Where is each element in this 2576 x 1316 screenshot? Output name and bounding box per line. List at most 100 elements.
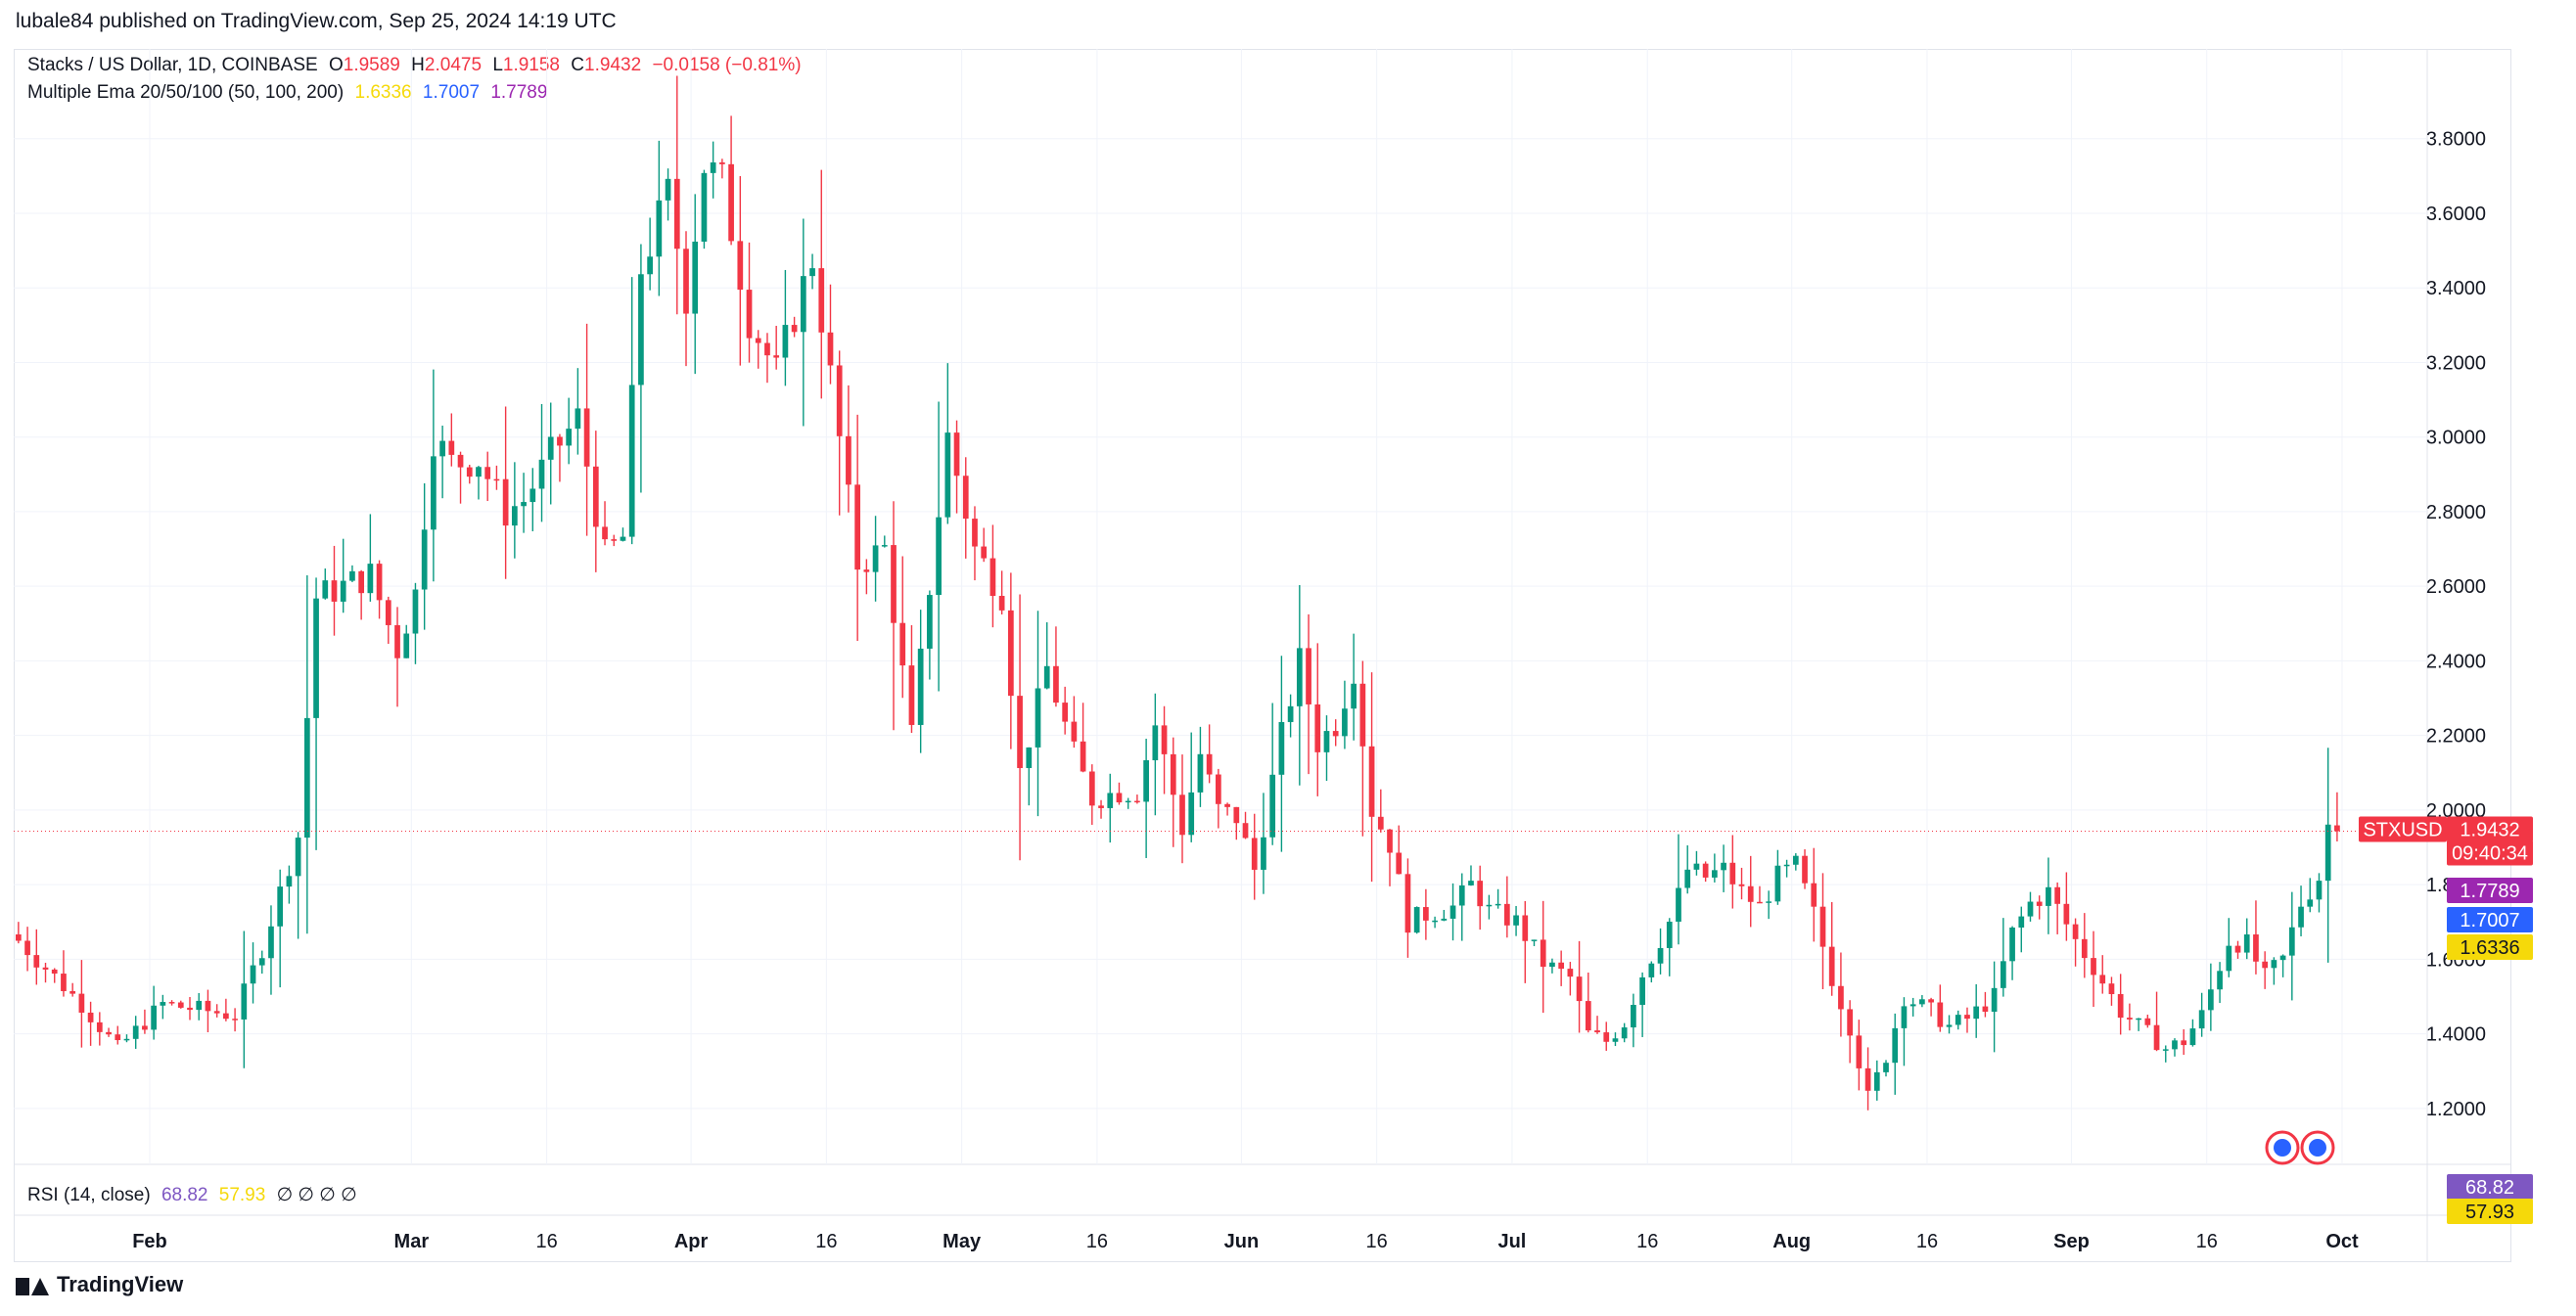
price-tick-label: 3.4000 bbox=[2426, 278, 2486, 299]
candle-body bbox=[1134, 800, 1140, 803]
candle-body bbox=[566, 429, 573, 446]
candle-body bbox=[1423, 907, 1429, 921]
candle-body bbox=[2208, 989, 2214, 1011]
candle-body bbox=[1170, 753, 1176, 795]
candle-body bbox=[1712, 870, 1718, 878]
candle-body bbox=[1287, 705, 1294, 722]
candle-body bbox=[2324, 824, 2331, 882]
candle-body bbox=[1224, 803, 1230, 807]
candle-body bbox=[1766, 901, 1772, 903]
price-tick-label: 1.4000 bbox=[2426, 1024, 2486, 1046]
time-tick-label: 16 bbox=[1636, 1231, 1658, 1252]
candle-body bbox=[1513, 915, 1519, 926]
candle-body bbox=[2000, 961, 2006, 988]
candle-body bbox=[250, 965, 256, 984]
countdown-tag-bg bbox=[2447, 840, 2533, 866]
candle-body bbox=[132, 1025, 139, 1039]
candle-body bbox=[2063, 903, 2070, 925]
candle-body bbox=[42, 967, 49, 970]
candle-body bbox=[1657, 947, 1664, 964]
candle-body bbox=[2054, 886, 2061, 904]
symbol-name: Stacks / US Dollar, 1D, COINBASE bbox=[27, 55, 318, 75]
candle-body bbox=[1495, 903, 1501, 906]
candle-body bbox=[69, 990, 76, 994]
candle-body bbox=[2172, 1040, 2178, 1050]
candle-body bbox=[258, 958, 265, 966]
candle-body bbox=[1206, 753, 1213, 775]
candle-body bbox=[1864, 1067, 1871, 1091]
candle-body bbox=[1522, 915, 1529, 941]
candle-body bbox=[286, 876, 293, 887]
candle-body bbox=[827, 332, 834, 366]
candle-body bbox=[1856, 1035, 1863, 1068]
candle-body bbox=[1396, 852, 1403, 875]
time-tick-label: Aug bbox=[1772, 1231, 1811, 1252]
candle-body bbox=[1043, 665, 1050, 689]
time-tick-label: Mar bbox=[394, 1231, 430, 1252]
change-value: −0.0158 (−0.81%) bbox=[652, 55, 802, 75]
candle-body bbox=[1486, 904, 1493, 907]
tradingview-logo[interactable]: TradingView bbox=[16, 1272, 183, 1297]
candle-body bbox=[1964, 1015, 1970, 1020]
price-tick-label: 3.2000 bbox=[2426, 352, 2486, 374]
ema3-tag: 1.7789 bbox=[2447, 878, 2533, 903]
candle-body bbox=[737, 241, 744, 291]
candle-body bbox=[989, 558, 996, 597]
candle-body bbox=[123, 1038, 130, 1041]
candle-body bbox=[1909, 1004, 1916, 1007]
candle-body bbox=[746, 290, 753, 339]
candle-body bbox=[241, 983, 248, 1020]
candle-body bbox=[638, 274, 644, 386]
price-tick-label: 3.6000 bbox=[2426, 204, 2486, 225]
candle-body bbox=[412, 589, 419, 634]
rsi-legend: RSI (14, close) 68.82 57.93 ∅ ∅ ∅ ∅ bbox=[27, 1184, 363, 1206]
candle-body bbox=[818, 268, 825, 333]
candle-body bbox=[1585, 1001, 1591, 1031]
candle-body bbox=[854, 484, 860, 570]
close-label: C bbox=[571, 55, 585, 75]
candle-body bbox=[1359, 683, 1366, 747]
candle-body bbox=[394, 624, 400, 658]
candle-body bbox=[1035, 688, 1041, 748]
candle-body bbox=[1919, 999, 1925, 1005]
close-value: 1.9432 bbox=[584, 55, 642, 75]
candle-body bbox=[177, 1002, 184, 1008]
candle-body bbox=[2162, 1049, 2169, 1051]
candle-body bbox=[881, 545, 888, 547]
candle-body bbox=[764, 342, 770, 356]
candle-body bbox=[1441, 918, 1448, 921]
price-tick-label: 3.0000 bbox=[2426, 428, 2486, 449]
ticker-tag-bg bbox=[2359, 816, 2447, 842]
candle-body bbox=[106, 1031, 112, 1035]
candle-body bbox=[1838, 985, 1844, 1010]
candle-body bbox=[213, 1011, 220, 1014]
candle-body bbox=[358, 570, 365, 594]
candle-body bbox=[1449, 905, 1456, 919]
candle-body bbox=[1233, 806, 1240, 824]
candle-body bbox=[962, 476, 969, 520]
ticker-tag: STXUSD bbox=[2359, 816, 2447, 842]
candle-body bbox=[728, 163, 734, 242]
tradingview-icon bbox=[16, 1274, 49, 1295]
candle-body bbox=[628, 385, 635, 537]
candle-body bbox=[1251, 838, 1258, 870]
candle-body bbox=[1152, 725, 1159, 761]
candle-body bbox=[1567, 969, 1574, 977]
time-tick-label: 16 bbox=[1366, 1231, 1388, 1252]
candle-body bbox=[2198, 1010, 2205, 1029]
ema1-value: 1.6336 bbox=[354, 82, 412, 103]
candle-body bbox=[1576, 976, 1583, 1002]
time-tick-label: Apr bbox=[674, 1231, 709, 1252]
candle-body bbox=[1088, 771, 1095, 806]
time-tick-label: 16 bbox=[535, 1231, 557, 1252]
candle-body bbox=[592, 466, 599, 527]
rsi-ma-tag-text: 57.93 bbox=[2465, 1202, 2514, 1223]
candle-body bbox=[2316, 881, 2323, 900]
candle-body bbox=[403, 633, 410, 658]
candle-body bbox=[719, 162, 725, 164]
candle-body bbox=[1404, 874, 1411, 933]
candle-body bbox=[168, 1002, 175, 1004]
candle-body bbox=[1738, 884, 1745, 886]
ema1-tag: 1.6336 bbox=[2447, 934, 2533, 960]
